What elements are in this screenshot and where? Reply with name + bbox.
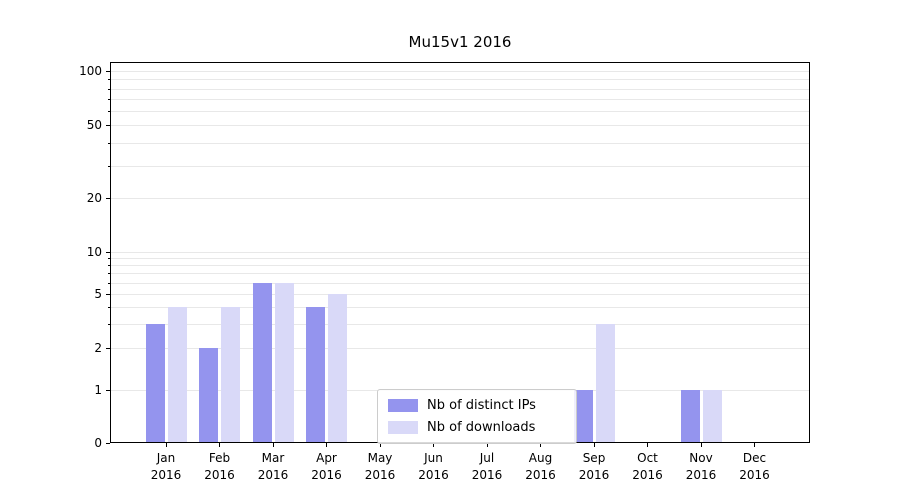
y-tick-label: 5 [94, 286, 102, 301]
gridline [110, 165, 810, 167]
y-tick-mark [106, 293, 110, 295]
gridline [110, 306, 810, 308]
y-minor-tick-mark [107, 258, 110, 260]
legend-item-downloads: Nb of downloads [388, 420, 566, 435]
bar-distinct-ips [252, 282, 272, 443]
chart-title: Mu15v1 2016 [408, 33, 512, 51]
gridline [110, 125, 810, 127]
gridline [110, 258, 810, 260]
x-tick-label: Oct 2016 [632, 451, 663, 482]
gridline [110, 111, 810, 113]
x-tick-mark [219, 443, 220, 447]
y-minor-tick-mark [107, 282, 110, 284]
x-tick-mark [647, 443, 648, 447]
x-tick-label: Feb 2016 [204, 451, 235, 482]
legend-label-downloads: Nb of downloads [427, 420, 536, 435]
bar-downloads [702, 390, 722, 443]
y-tick-mark [106, 71, 110, 72]
x-tick-mark [486, 443, 488, 447]
legend-swatch-downloads [388, 421, 418, 434]
gridline [110, 265, 810, 267]
y-minor-tick-mark [107, 111, 110, 113]
bar-distinct-ips [145, 324, 165, 443]
bar-downloads [274, 282, 294, 443]
x-tick-mark [272, 443, 274, 447]
x-tick-label: Nov 2016 [685, 451, 717, 482]
y-minor-tick-mark [107, 88, 110, 90]
y-minor-tick-mark [107, 273, 110, 275]
legend-item-distinct-ips: Nb of distinct IPs [388, 398, 566, 413]
x-tick-mark [593, 443, 595, 447]
y-tick-mark [106, 125, 110, 127]
gridline [110, 293, 810, 295]
x-tick-label: Apr 2016 [311, 451, 342, 482]
bar-distinct-ips [680, 390, 700, 443]
y-tick-mark [106, 443, 110, 444]
y-tick-label: 0 [94, 436, 102, 450]
y-minor-tick-mark [107, 306, 110, 308]
y-tick-label: 100 [79, 64, 102, 78]
gridline [110, 99, 810, 101]
y-tick-label: 2 [94, 341, 102, 356]
x-tick-label: Aug 2016 [525, 451, 556, 482]
x-tick-mark [433, 443, 434, 447]
gridline [110, 79, 810, 81]
bar-downloads [221, 306, 240, 443]
y-tick-mark [106, 252, 110, 253]
y-tick-label: 10 [86, 245, 102, 259]
x-tick-label: Jun 2016 [418, 451, 449, 482]
gridline [110, 324, 810, 326]
y-minor-tick-mark [107, 99, 110, 101]
gridline [110, 273, 810, 275]
x-tick-label: May 2016 [364, 451, 396, 482]
legend: Nb of distinct IPs Nb of downloads [377, 389, 577, 444]
gridline [110, 88, 810, 90]
x-tick-label: Dec 2016 [739, 451, 770, 482]
gridline [110, 71, 810, 72]
plot-area: Nb of distinct IPs Nb of downloads [110, 62, 810, 444]
bar-downloads [595, 324, 615, 443]
y-tick-label: 50 [86, 118, 102, 133]
x-tick-mark [540, 443, 541, 447]
bar-distinct-ips [199, 348, 218, 443]
x-tick-label: Sep 2016 [578, 451, 610, 482]
legend-label-distinct-ips: Nb of distinct IPs [427, 398, 536, 413]
gridline [110, 143, 810, 145]
y-minor-tick-mark [107, 143, 110, 145]
y-tick-mark [106, 390, 110, 391]
y-minor-tick-mark [107, 324, 110, 326]
gridline [110, 197, 810, 199]
bar-distinct-ips [573, 390, 593, 443]
x-tick-mark [700, 443, 702, 447]
x-tick-label: Jan 2016 [150, 451, 182, 482]
y-tick-mark [106, 197, 110, 199]
gridline [110, 348, 810, 350]
bar-distinct-ips [306, 306, 325, 443]
x-tick-mark [379, 443, 381, 447]
y-tick-label: 1 [94, 383, 102, 397]
x-tick-mark [326, 443, 327, 447]
y-tick-label: 20 [86, 190, 102, 205]
gridline [110, 252, 810, 253]
y-minor-tick-mark [107, 165, 110, 167]
y-tick-mark [106, 348, 110, 350]
legend-swatch-distinct-ips [388, 399, 418, 412]
bar-downloads [328, 293, 347, 443]
bar-downloads [167, 306, 187, 443]
x-tick-label: Mar 2016 [257, 451, 289, 482]
x-tick-label: Jul 2016 [471, 451, 503, 482]
x-tick-mark [754, 443, 755, 447]
y-minor-tick-mark [107, 79, 110, 81]
y-minor-tick-mark [107, 265, 110, 267]
gridline [110, 282, 810, 284]
x-tick-mark [165, 443, 167, 447]
